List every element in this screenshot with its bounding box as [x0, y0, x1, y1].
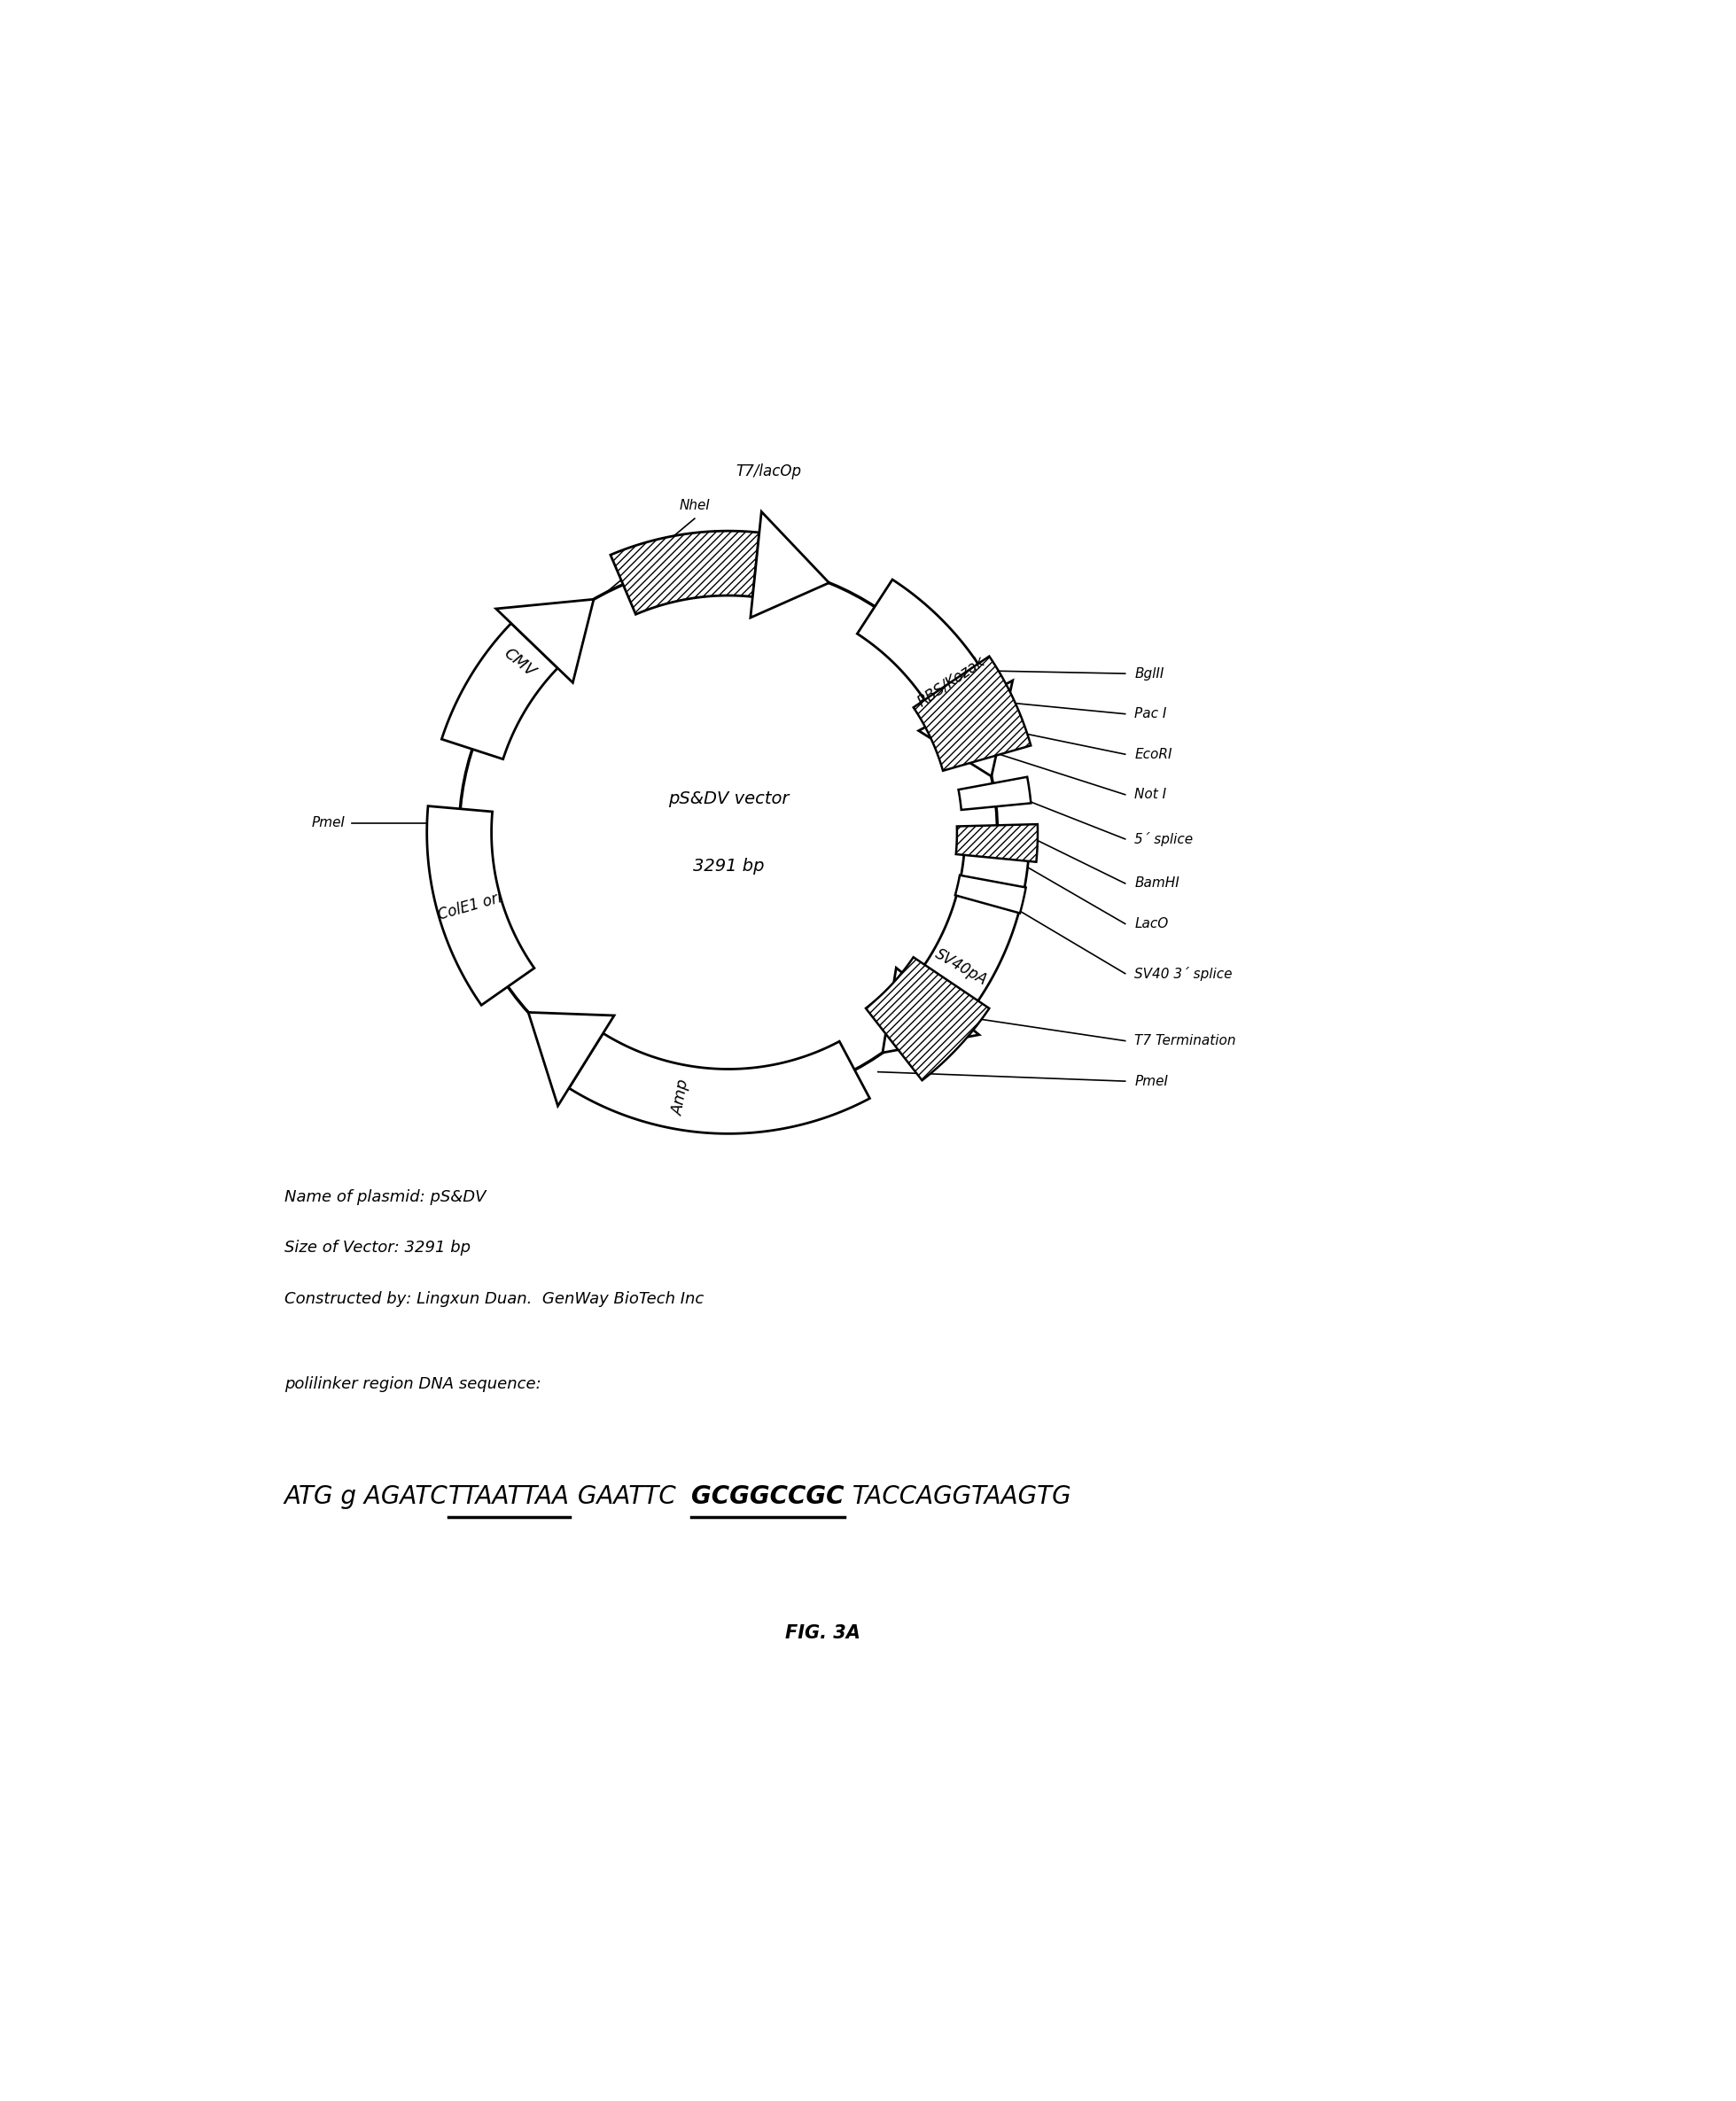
Polygon shape [750, 513, 830, 618]
Text: SV40pA: SV40pA [932, 945, 990, 987]
Polygon shape [441, 624, 557, 758]
Polygon shape [427, 807, 535, 1004]
Text: Size of Vector: 3291 bp: Size of Vector: 3291 bp [285, 1240, 470, 1256]
Text: Not I: Not I [1135, 788, 1167, 800]
Polygon shape [918, 681, 1012, 777]
Text: BglII: BglII [1135, 666, 1165, 681]
Polygon shape [569, 1034, 870, 1135]
Text: TTAATTAA: TTAATTAA [448, 1483, 569, 1509]
Text: pS&DV vector: pS&DV vector [668, 790, 788, 807]
Text: polilinker region DNA sequence:: polilinker region DNA sequence: [285, 1376, 542, 1391]
Text: PmeI: PmeI [311, 817, 345, 830]
Text: T7/lacOp: T7/lacOp [736, 464, 802, 479]
Text: Pac I: Pac I [1135, 708, 1167, 721]
Polygon shape [882, 969, 979, 1053]
Polygon shape [611, 532, 759, 613]
Text: T7 Termination: T7 Termination [1135, 1034, 1236, 1048]
Text: Name of plasmid: pS&DV: Name of plasmid: pS&DV [285, 1189, 486, 1204]
Text: RBS/Kozak: RBS/Kozak [915, 653, 988, 710]
Text: EcoRI: EcoRI [1135, 748, 1172, 761]
Text: PmeI: PmeI [1135, 1074, 1168, 1088]
Text: Constructed by: Lingxun Duan.  GenWay BioTech Inc: Constructed by: Lingxun Duan. GenWay Bio… [285, 1290, 703, 1307]
Polygon shape [858, 580, 995, 721]
Polygon shape [958, 777, 1031, 809]
Text: SV40 3´ splice: SV40 3´ splice [1135, 966, 1233, 981]
Text: BamHI: BamHI [1135, 876, 1179, 891]
Text: Amp: Amp [670, 1078, 693, 1116]
Text: 5´ splice: 5´ splice [1135, 832, 1193, 847]
Text: LacO: LacO [1135, 918, 1168, 931]
Text: GCGGCCGC: GCGGCCGC [691, 1483, 844, 1509]
Text: NheI: NheI [679, 498, 710, 513]
Polygon shape [955, 876, 1026, 914]
Text: GAATTC: GAATTC [569, 1483, 691, 1509]
Polygon shape [913, 853, 1028, 1021]
Polygon shape [913, 656, 1031, 771]
Polygon shape [528, 1013, 615, 1105]
Polygon shape [866, 958, 990, 1080]
Polygon shape [957, 824, 1038, 861]
Text: 3291 bp: 3291 bp [693, 857, 764, 874]
Text: ATG g AGATC: ATG g AGATC [285, 1483, 448, 1509]
Text: FIG. 3A: FIG. 3A [785, 1624, 859, 1643]
Text: TACCAGGTAAGTG: TACCAGGTAAGTG [844, 1483, 1071, 1509]
Text: ColE1 ori: ColE1 ori [436, 889, 503, 922]
Text: CMV: CMV [500, 645, 538, 681]
Polygon shape [496, 599, 594, 683]
